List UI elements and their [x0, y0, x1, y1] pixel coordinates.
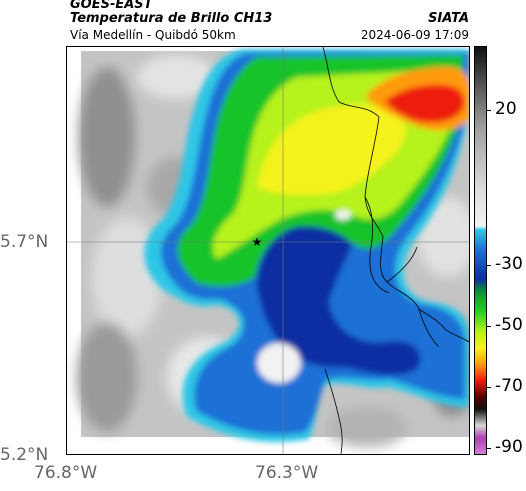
colorbar-label-minus70: -70	[495, 376, 523, 396]
lat-label-top: 5.7°N	[0, 232, 49, 252]
admin-borders	[322, 47, 469, 454]
colorbar-tick	[486, 110, 491, 111]
star-marker-icon: ★	[252, 235, 263, 249]
colorbar-tick	[486, 265, 491, 266]
colorbar	[474, 46, 487, 455]
region-subtitle: Vía Medellín - Quibdó 50km	[70, 28, 236, 42]
colorbar-label-minus30: -30	[495, 254, 523, 274]
colorbar-label-minus90: -90	[495, 437, 523, 457]
colorbar-tick	[486, 448, 491, 449]
timestamp: 2024-06-09 17:09	[360, 28, 469, 42]
map-canvas: ★	[67, 47, 469, 454]
lat-label-bottom: 5.2°N	[0, 445, 49, 465]
cloud-shield	[144, 49, 469, 443]
colorbar-tick	[486, 387, 491, 388]
lon-label-mid: 76.3°W	[255, 463, 319, 483]
colorbar-label-20: 20	[495, 99, 517, 119]
colorbar-label-minus50: -50	[495, 315, 523, 335]
lon-label-left: 76.8°W	[34, 463, 98, 483]
colorbar-tick	[486, 326, 491, 327]
product-title: Temperatura de Brillo CH13	[70, 11, 273, 26]
organization-name: SIATA	[428, 11, 469, 26]
satellite-map[interactable]: ★	[66, 46, 470, 455]
satellite-name: GOES-EAST	[70, 0, 153, 12]
